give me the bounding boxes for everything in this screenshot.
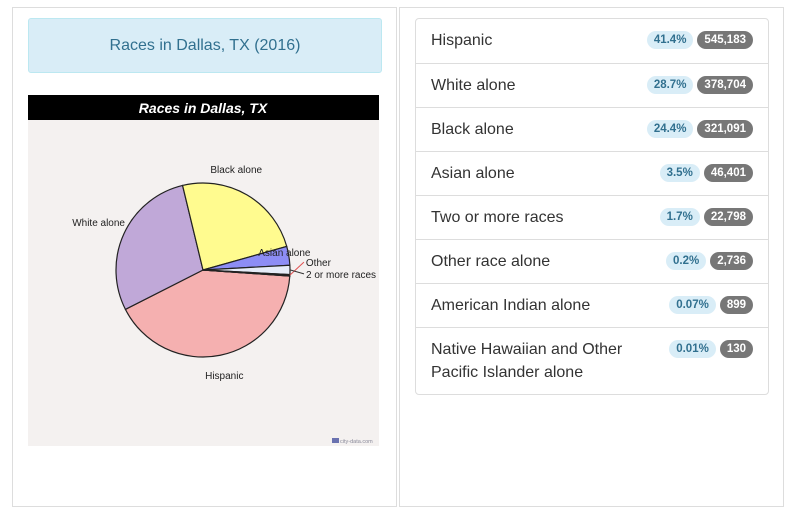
slice-label: Other	[306, 258, 332, 269]
list-item: Native Hawaiian and Other Pacific Island…	[416, 327, 768, 394]
watermark: city-data.com	[332, 438, 373, 445]
slice-label: White alone	[72, 218, 125, 229]
race-label: Asian alone	[431, 165, 515, 182]
chart-panel: Races in Dallas, TX (2016) Races in Dall…	[12, 7, 397, 507]
count-badge: 22,798	[703, 208, 753, 226]
percent-badge: 41.4%	[646, 31, 694, 49]
pie-labels: Hispanic White alone Black alone Asian alon…	[72, 165, 376, 382]
percent-badge: 24.4%	[646, 120, 694, 138]
race-label: Other race alone	[431, 253, 551, 270]
slice-label: Hispanic	[205, 371, 243, 382]
list-item: Other race alone 0.2% 2,736	[416, 239, 768, 283]
list-item: Hispanic 41.4% 545,183	[416, 19, 768, 63]
pie-chart-image: Races in Dallas, TX Hispanic White alone B…	[28, 95, 379, 446]
pie-slice-native-hawaiian-and-other-pacific-islander-alone	[202, 269, 291, 277]
count-badge: 46,401	[703, 164, 753, 182]
percent-badge: 0.07%	[669, 296, 716, 314]
race-list-panel: Hispanic 41.4% 545,183 White alone 28.7% 3…	[399, 7, 784, 507]
pie-slice-black-alone	[181, 182, 288, 271]
pie-chart: Races in Dallas, TX Hispanic White alone B…	[28, 95, 379, 446]
percent-badge: 3.5%	[659, 164, 700, 182]
list-item: American Indian alone 0.07% 899	[416, 283, 768, 327]
slice-label: 2 or more races	[306, 270, 376, 281]
watermark-text: city-data.com	[340, 439, 373, 445]
chart-title-bar	[28, 95, 379, 120]
pie-slice-hispanic	[124, 269, 291, 358]
count-badge: 2,736	[710, 252, 753, 270]
list-item: Asian alone 3.5% 46,401	[416, 151, 768, 195]
race-label: Black alone	[431, 121, 514, 138]
percent-badge: 1.7%	[659, 208, 700, 226]
count-badge: 130	[719, 340, 753, 358]
pie-slices	[115, 182, 291, 358]
percent-badge: 28.7%	[646, 76, 694, 94]
pie-slice-white-alone	[115, 184, 204, 311]
count-badge: 378,704	[697, 76, 753, 94]
race-label: American Indian alone	[431, 297, 591, 314]
race-label: Two or more races	[431, 209, 564, 226]
race-label: Hispanic	[431, 32, 493, 49]
slice-label: Asian alone	[258, 248, 311, 259]
count-badge: 899	[719, 296, 753, 314]
race-list: Hispanic 41.4% 545,183 White alone 28.7% 3…	[415, 18, 769, 395]
callout-line	[289, 261, 305, 276]
count-badge: 545,183	[697, 31, 753, 49]
panel-title: Races in Dallas, TX (2016)	[28, 18, 382, 73]
list-item: Black alone 24.4% 321,091	[416, 107, 768, 151]
race-label: Native Hawaiian and Other Pacific Island…	[431, 341, 623, 381]
count-badge: 321,091	[697, 120, 753, 138]
percent-badge: 0.2%	[666, 252, 707, 270]
callout-line	[289, 269, 305, 275]
percent-badge: 0.01%	[669, 340, 716, 358]
chart-title: Races in Dallas, TX	[139, 100, 269, 116]
race-label: White alone	[431, 77, 516, 94]
slice-label: Black alone	[210, 165, 262, 176]
list-item: Two or more races 1.7% 22,798	[416, 195, 768, 239]
list-item: White alone 28.7% 378,704	[416, 63, 768, 107]
